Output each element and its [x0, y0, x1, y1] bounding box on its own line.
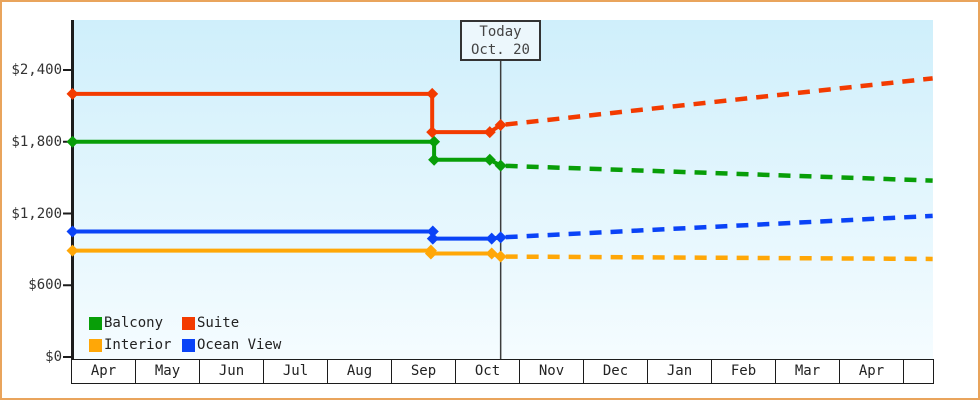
data-point-diamond: [66, 225, 79, 238]
today-marker-box: Today Oct. 20: [460, 20, 541, 61]
data-point-diamond: [485, 247, 498, 260]
data-point-diamond: [428, 153, 441, 166]
x-axis-month-cell: Jul: [264, 360, 328, 383]
legend-swatch-icon: [89, 338, 102, 352]
x-axis-month-cell: May: [136, 360, 200, 383]
data-point-diamond: [428, 135, 441, 148]
forecast-line-balcony: [500, 163, 933, 183]
x-axis-month-cell: Jun: [200, 360, 264, 383]
legend-item: Balcony: [89, 312, 182, 334]
x-axis-month-cell: Mar: [776, 360, 840, 383]
forecast-line-suite: [500, 76, 933, 128]
legend-label: Interior: [104, 337, 172, 353]
legend-swatch-icon: [89, 316, 102, 330]
legend-label: Suite: [197, 315, 240, 331]
data-point-diamond: [494, 231, 507, 244]
legend-label: Ocean View: [197, 337, 282, 353]
x-axis-month-band: Apr May Jun Jul Aug Sep Oct Nov Dec Jan Feb Mar Apr: [71, 359, 934, 384]
y-axis-label: $2,400: [11, 62, 62, 78]
y-axis-label: $600: [28, 277, 62, 294]
legend-swatch-icon: [182, 316, 195, 330]
data-point-diamond: [485, 232, 498, 245]
legend-swatch-icon: [182, 338, 195, 352]
x-axis-month-cell: Dec: [584, 360, 648, 383]
data-point-diamond: [494, 250, 507, 263]
x-axis-month-cell: Jan: [648, 360, 712, 383]
plot-area: [72, 20, 933, 359]
y-axis-label: $1,800: [11, 133, 62, 150]
y-axis-label: $0: [45, 349, 62, 365]
data-point-diamond: [494, 119, 507, 132]
x-axis-month-cell: Feb: [712, 360, 776, 383]
data-point-diamond: [66, 244, 79, 257]
data-point-diamond: [66, 135, 79, 148]
x-axis-month-cell: Oct: [456, 360, 520, 383]
y-axis-label: $1,200: [11, 205, 62, 222]
chart-legend: Balcony Suite Interior Ocean View: [89, 312, 281, 356]
data-point-diamond: [66, 87, 79, 100]
data-point-diamond: [483, 126, 496, 139]
legend-item: Ocean View: [182, 334, 281, 356]
data-point-diamond: [426, 126, 439, 139]
data-point-diamond: [426, 225, 439, 238]
forecast-line-interior: [500, 254, 933, 262]
x-axis-month-cell-empty: [904, 360, 933, 383]
x-axis-month-cell: Apr: [840, 360, 904, 383]
x-axis-month-cell: Nov: [520, 360, 584, 383]
data-point-diamond: [424, 247, 437, 260]
legend-item: Suite: [182, 312, 281, 334]
data-point-diamond: [483, 153, 496, 166]
legend-label: Balcony: [104, 315, 164, 331]
today-marker-date: Oct. 20: [470, 42, 530, 58]
x-axis-month-cell: Apr: [72, 360, 136, 383]
today-marker-title: Today: [479, 24, 522, 40]
legend-item: Interior: [89, 334, 182, 356]
x-axis-month-cell: Sep: [392, 360, 456, 383]
forecast-line-ocean-view: [500, 213, 933, 240]
x-axis-month-cell: Aug: [328, 360, 392, 383]
data-point-diamond: [494, 159, 507, 172]
data-point-diamond: [426, 87, 439, 100]
data-point-diamond: [426, 232, 439, 245]
